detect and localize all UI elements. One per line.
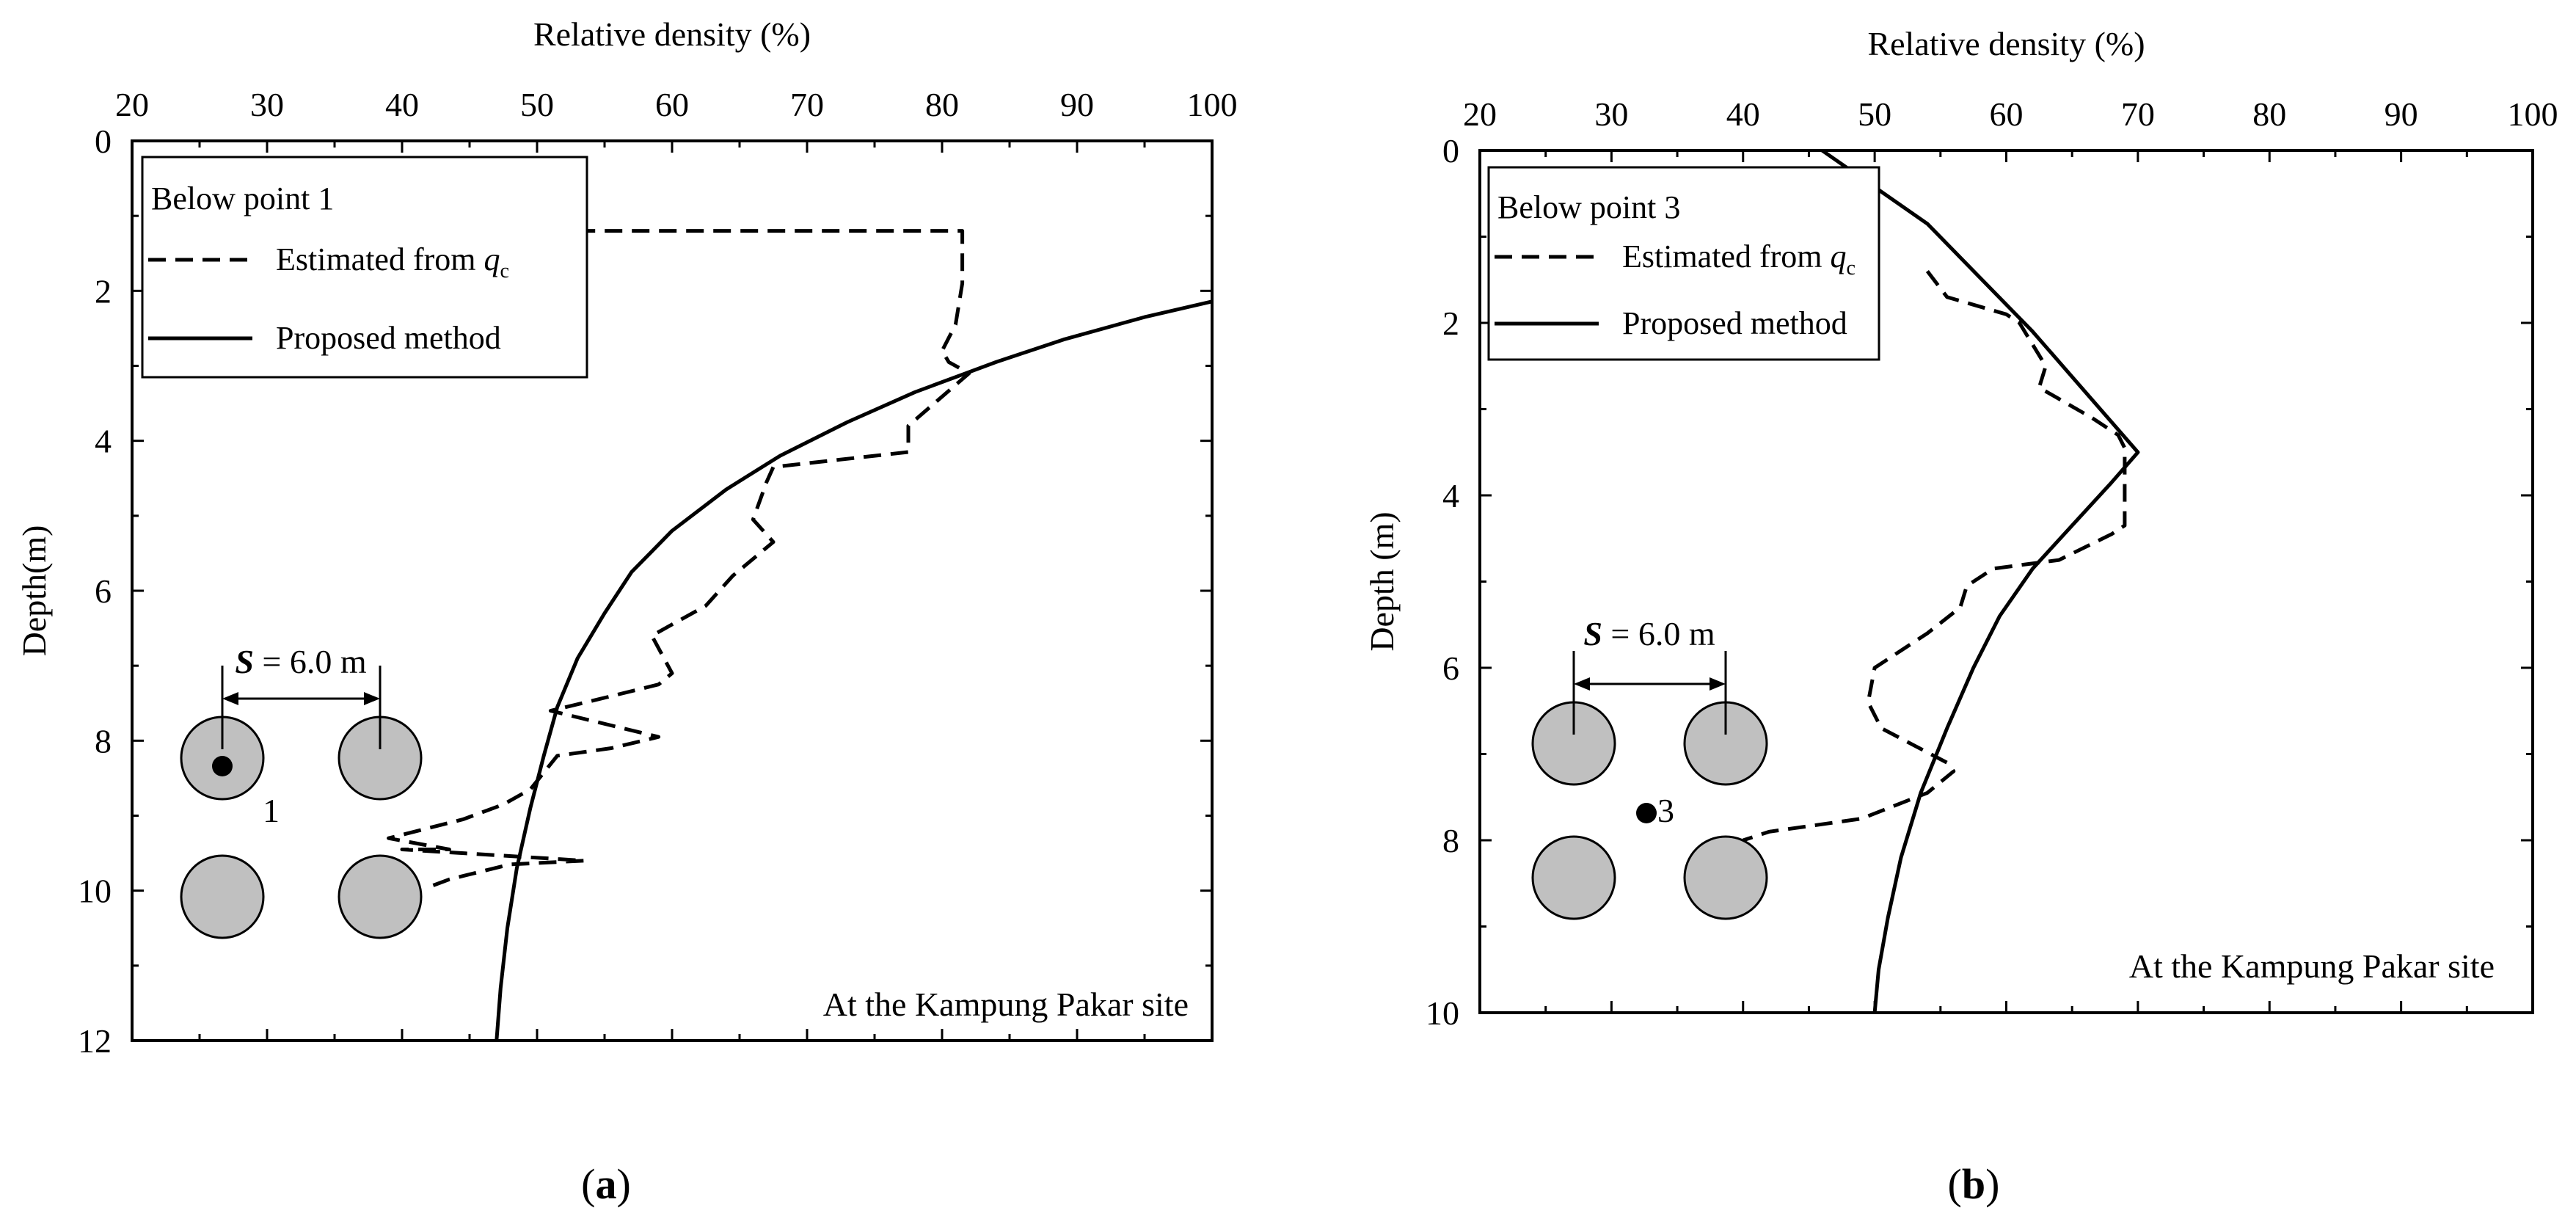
y-tick-label: 10 bbox=[78, 873, 112, 910]
x-tick-label: 100 bbox=[1187, 86, 1238, 123]
legend-label-text: Estimated from bbox=[276, 241, 484, 277]
measurement-point bbox=[1636, 803, 1657, 823]
x-tick-label: 60 bbox=[655, 86, 689, 123]
legend-title: Below point 3 bbox=[1497, 189, 1680, 225]
spacing-value: = 6.0 m bbox=[254, 643, 367, 680]
pile-circle bbox=[337, 854, 423, 939]
y-tick-label: 8 bbox=[95, 722, 112, 760]
x-tick-label: 100 bbox=[2508, 95, 2558, 133]
x-tick-label: 20 bbox=[1463, 95, 1497, 133]
legend-label-proposed: Proposed method bbox=[276, 320, 501, 356]
y-tick-label: 4 bbox=[95, 423, 112, 460]
dimension-arrow-left bbox=[1574, 677, 1590, 691]
measurement-point-label: 3 bbox=[1657, 792, 1674, 829]
legend-label-symbol: q bbox=[484, 241, 500, 277]
x-tick-label: 70 bbox=[2121, 95, 2155, 133]
dimension-arrow-right bbox=[1710, 677, 1726, 691]
dimension-arrow-left bbox=[222, 692, 238, 705]
legend-label-subscript: c bbox=[500, 260, 509, 283]
dimension-arrow-right bbox=[364, 692, 380, 705]
y-tick-label: 2 bbox=[1442, 305, 1459, 342]
x-axis-title: Relative density (%) bbox=[533, 15, 811, 53]
measurement-point-label: 1 bbox=[263, 792, 280, 829]
panel-b-chart: 20 30 40 50 60 70 80 90 100 0 2 4 6 8 10 Relative densi… bbox=[1363, 25, 2558, 1208]
legend-label-text: Estimated from bbox=[1622, 239, 1831, 274]
legend-box bbox=[1487, 166, 1880, 361]
caption-letter: b bbox=[1962, 1160, 1985, 1208]
legend-box bbox=[141, 156, 588, 379]
x-tick-label: 80 bbox=[2252, 95, 2286, 133]
y-tick-label: 0 bbox=[95, 123, 112, 160]
y-axis-title: Depth(m) bbox=[15, 525, 53, 657]
x-tick-label: 50 bbox=[520, 86, 554, 123]
x-tick-label: 40 bbox=[1726, 95, 1760, 133]
legend-label-proposed: Proposed method bbox=[1622, 305, 1847, 341]
caption-paren-open: ( bbox=[581, 1160, 595, 1208]
x-axis-title: Relative density (%) bbox=[1867, 25, 2145, 62]
series-group bbox=[1743, 150, 2140, 1013]
caption-letter: a bbox=[596, 1160, 617, 1208]
x-tick-label: 30 bbox=[250, 86, 284, 123]
spacing-label: S = 6.0 m bbox=[235, 643, 367, 680]
x-tick-label: 30 bbox=[1594, 95, 1628, 133]
y-tick-label: 4 bbox=[1442, 477, 1459, 514]
x-tick-label: 50 bbox=[1858, 95, 1891, 133]
x-tick-label: 80 bbox=[925, 86, 959, 123]
caption-paren-close: ) bbox=[617, 1160, 631, 1208]
legend-label-estimated: Estimated from qc bbox=[276, 241, 509, 283]
x-tick-label: 60 bbox=[1990, 95, 2024, 133]
pile-circle bbox=[1683, 835, 1768, 920]
y-tick-label: 0 bbox=[1442, 132, 1459, 170]
panel-caption: (b) bbox=[1948, 1160, 2000, 1208]
x-tick-label: 90 bbox=[1060, 86, 1094, 123]
y-tick-label: 12 bbox=[78, 1022, 112, 1060]
site-annotation: At the Kampung Pakar site bbox=[823, 986, 1189, 1023]
pile-circle bbox=[180, 854, 265, 939]
spacing-value: = 6.0 m bbox=[1602, 615, 1715, 652]
series-line-proposed bbox=[1820, 150, 2140, 1013]
panel-caption: (a) bbox=[581, 1160, 631, 1208]
series-line-proposed bbox=[495, 299, 1212, 1041]
caption-paren-close: ) bbox=[1985, 1160, 1999, 1208]
panel-a-chart: 20 30 40 50 60 70 80 90 100 0 2 4 6 8 10 12 Relative den… bbox=[15, 15, 1238, 1208]
x-tick-label: 90 bbox=[2385, 95, 2418, 133]
pile-circle bbox=[1531, 835, 1616, 920]
y-tick-label: 6 bbox=[1442, 649, 1459, 687]
x-tick-label: 70 bbox=[790, 86, 824, 123]
legend-label-symbol: q bbox=[1831, 239, 1847, 274]
spacing-symbol: S bbox=[235, 643, 254, 680]
y-tick-label: 10 bbox=[1426, 994, 1459, 1032]
x-tick-label: 40 bbox=[385, 86, 419, 123]
x-tick-label: 20 bbox=[115, 86, 149, 123]
y-tick-label: 8 bbox=[1442, 822, 1459, 859]
legend-title: Below point 1 bbox=[151, 181, 334, 216]
y-tick-label: 6 bbox=[95, 572, 112, 610]
spacing-symbol: S bbox=[1583, 615, 1602, 652]
caption-paren-open: ( bbox=[1948, 1160, 1962, 1208]
measurement-point bbox=[212, 756, 233, 776]
series-line-estimated bbox=[387, 229, 971, 889]
legend-label-estimated: Estimated from qc bbox=[1622, 239, 1856, 280]
y-axis-title: Depth (m) bbox=[1363, 511, 1401, 651]
site-annotation: At the Kampung Pakar site bbox=[2129, 947, 2495, 985]
series-group bbox=[387, 229, 1212, 1041]
spacing-label: S = 6.0 m bbox=[1583, 615, 1715, 652]
legend-label-subscript: c bbox=[1847, 257, 1856, 280]
series-line-estimated bbox=[1743, 269, 2127, 842]
y-tick-label: 2 bbox=[95, 272, 112, 310]
